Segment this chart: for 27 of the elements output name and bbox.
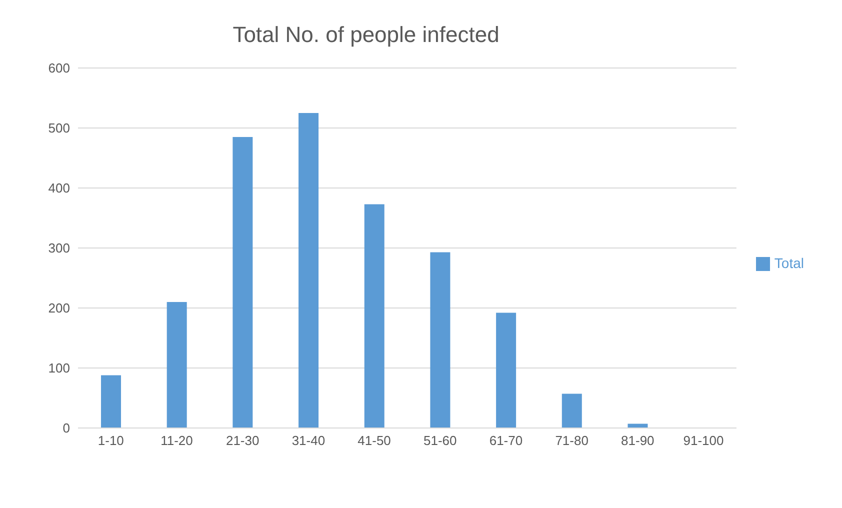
y-tick-label: 200 bbox=[48, 300, 70, 316]
x-tick-label: 1-10 bbox=[98, 433, 124, 448]
bar bbox=[562, 394, 582, 428]
bar bbox=[364, 204, 384, 428]
bar bbox=[298, 113, 319, 428]
x-tick-label: 31-40 bbox=[292, 433, 326, 448]
legend-label: Total bbox=[774, 254, 804, 271]
x-tick-label: 11-20 bbox=[160, 433, 193, 448]
bar bbox=[496, 312, 516, 428]
bar bbox=[430, 252, 450, 428]
x-tick-label: 91-100 bbox=[683, 433, 724, 448]
y-tick-label: 100 bbox=[48, 360, 70, 376]
y-tick-label: 600 bbox=[48, 60, 70, 76]
x-tick-label: 41-50 bbox=[358, 433, 391, 448]
bar bbox=[232, 137, 253, 428]
x-tick-label: 51-60 bbox=[424, 433, 457, 448]
x-tick-label: 71-80 bbox=[555, 433, 588, 448]
y-tick-label: 400 bbox=[48, 180, 70, 196]
x-tick-label: 21-30 bbox=[226, 433, 260, 448]
x-tick-label: 61-70 bbox=[489, 433, 523, 448]
bar bbox=[166, 302, 187, 428]
y-tick-label: 0 bbox=[62, 420, 70, 436]
x-tick-label: 81-90 bbox=[621, 433, 654, 448]
y-tick-label: 500 bbox=[48, 120, 70, 136]
chart-title: Total No. of people infected bbox=[232, 21, 500, 48]
bar bbox=[101, 375, 121, 428]
y-tick-label: 300 bbox=[48, 240, 70, 256]
